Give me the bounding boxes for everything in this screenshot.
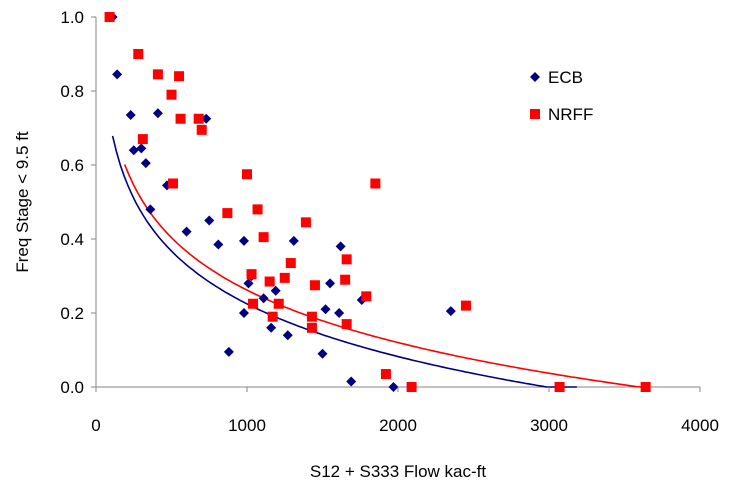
data-markers bbox=[104, 12, 651, 392]
data-point bbox=[388, 382, 399, 392]
series-ecb bbox=[107, 12, 565, 392]
data-point bbox=[152, 69, 163, 80]
data-point bbox=[273, 298, 284, 309]
data-point bbox=[181, 226, 192, 237]
data-point bbox=[136, 143, 147, 154]
trendline-nrff bbox=[123, 164, 646, 388]
y-tick-label: 0.0 bbox=[60, 378, 84, 397]
data-point bbox=[258, 232, 269, 243]
x-axis-title: S12 + S333 Flow kac-ft bbox=[310, 462, 487, 481]
x-tick-label: 4000 bbox=[681, 416, 719, 435]
data-point bbox=[128, 145, 139, 156]
data-point bbox=[213, 239, 224, 250]
data-point bbox=[125, 110, 136, 121]
data-point bbox=[300, 217, 311, 228]
data-point bbox=[137, 134, 148, 145]
data-point bbox=[640, 382, 651, 392]
data-point bbox=[317, 348, 328, 359]
data-point bbox=[175, 113, 186, 124]
data-point bbox=[140, 158, 151, 169]
data-point bbox=[242, 169, 252, 180]
data-point bbox=[264, 276, 275, 287]
data-point bbox=[406, 382, 417, 392]
data-point bbox=[166, 89, 177, 100]
data-point bbox=[258, 293, 269, 304]
data-point bbox=[204, 215, 215, 226]
data-point bbox=[334, 308, 345, 318]
x-tick-label: 1000 bbox=[228, 416, 266, 435]
y-tick-label: 0.8 bbox=[60, 82, 84, 101]
data-point bbox=[267, 311, 278, 322]
axis-ticks: 0 1000 2000 3000 4000 0.0 0.2 0.4 0.6 0.8 1.0 bbox=[60, 8, 719, 435]
data-point bbox=[460, 300, 471, 311]
data-point bbox=[320, 304, 331, 315]
y-tick-label: 0.4 bbox=[60, 230, 84, 249]
data-point bbox=[288, 235, 299, 246]
legend-label: NRFF bbox=[548, 105, 593, 124]
data-point bbox=[370, 178, 381, 189]
data-point bbox=[238, 308, 249, 318]
data-point bbox=[145, 204, 156, 215]
data-point bbox=[279, 272, 290, 283]
data-point bbox=[346, 376, 357, 387]
data-point bbox=[270, 285, 281, 296]
data-point bbox=[335, 241, 346, 252]
x-tick-label: 2000 bbox=[379, 416, 417, 435]
data-point bbox=[174, 71, 185, 82]
trendlines bbox=[111, 135, 646, 388]
data-point bbox=[445, 306, 456, 317]
data-point bbox=[104, 12, 115, 22]
data-point bbox=[201, 113, 212, 124]
data-point bbox=[222, 208, 233, 219]
data-point bbox=[282, 330, 293, 341]
legend-item-nrff: NRFF bbox=[530, 105, 593, 124]
data-point bbox=[248, 298, 259, 309]
data-point bbox=[285, 258, 296, 269]
data-point bbox=[112, 69, 123, 80]
x-tick-label: 3000 bbox=[530, 416, 568, 435]
legend-item-ecb: ECB bbox=[530, 68, 583, 87]
data-point bbox=[193, 113, 204, 124]
y-tick-label: 0.6 bbox=[60, 156, 84, 175]
trendline-ecb bbox=[111, 135, 577, 388]
data-point bbox=[196, 124, 207, 135]
data-point bbox=[306, 311, 317, 322]
plot-area bbox=[95, 17, 700, 388]
legend-label: ECB bbox=[548, 68, 583, 87]
data-point bbox=[152, 108, 163, 119]
x-tick-label: 0 bbox=[91, 416, 100, 435]
data-point bbox=[380, 369, 391, 380]
data-point bbox=[340, 274, 351, 285]
series-nrff bbox=[104, 12, 651, 392]
data-point bbox=[309, 280, 320, 291]
data-point bbox=[306, 322, 317, 333]
legend-marker bbox=[530, 72, 540, 82]
legend: ECB NRFF bbox=[530, 68, 593, 124]
data-point bbox=[361, 291, 372, 302]
data-point bbox=[246, 269, 257, 280]
data-point bbox=[325, 278, 336, 289]
data-point bbox=[133, 49, 144, 59]
data-point bbox=[252, 204, 263, 215]
data-point bbox=[238, 235, 249, 246]
data-point bbox=[243, 278, 254, 289]
data-point bbox=[266, 322, 277, 333]
y-tick-label: 0.2 bbox=[60, 304, 84, 323]
data-point bbox=[554, 382, 565, 392]
data-point bbox=[341, 254, 352, 265]
y-axis-title: Freq Stage < 9.5 ft bbox=[13, 131, 32, 273]
data-point bbox=[341, 319, 352, 330]
data-point bbox=[168, 178, 179, 189]
legend-marker bbox=[530, 109, 540, 119]
y-tick-label: 1.0 bbox=[60, 8, 84, 27]
data-point bbox=[223, 346, 234, 357]
